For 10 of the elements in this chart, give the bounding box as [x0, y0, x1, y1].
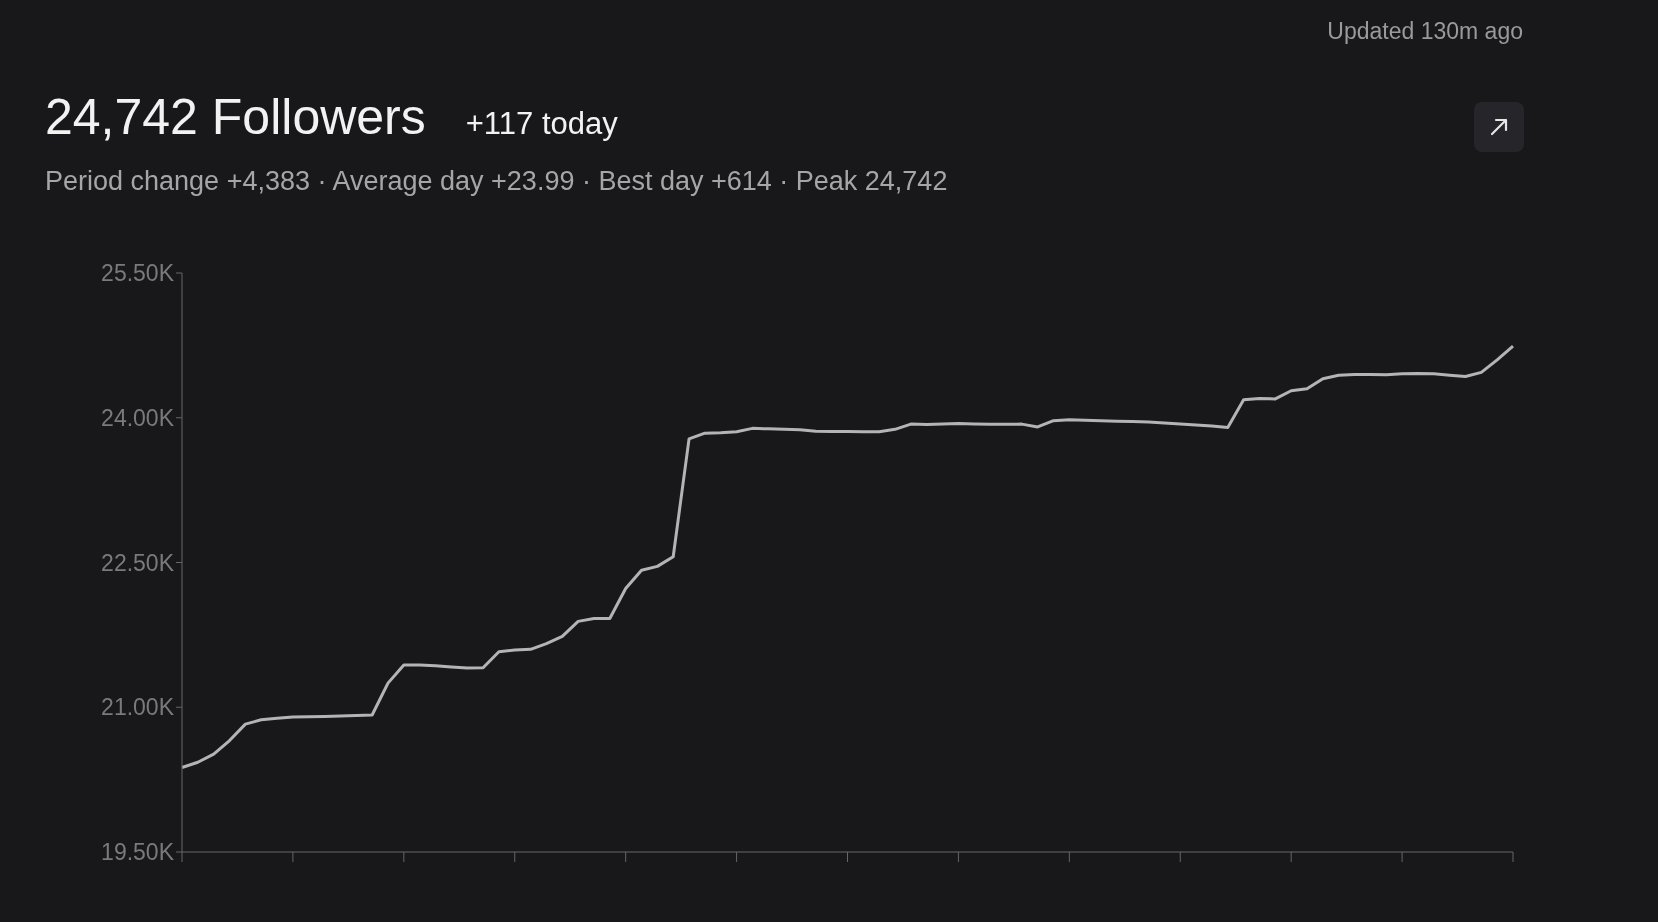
y-tick-label: 22.50K [101, 549, 175, 576]
line-series [180, 344, 1515, 769]
text: Updated 130m ago [1327, 18, 1523, 45]
y-tick-label: 24.00K [101, 404, 175, 431]
chart-subtitle: +117 today [465, 106, 618, 142]
y-tick-label: 25.50K [101, 260, 175, 287]
chart-title: 24,742 Followers [45, 88, 426, 146]
y-tick-label: 21.00K [101, 694, 175, 721]
y-tick-label: 19.50K [101, 839, 175, 866]
text: Period change +4,383 · Average day +23.99 · Best day +614 · Peak 24,742 [45, 166, 948, 197]
